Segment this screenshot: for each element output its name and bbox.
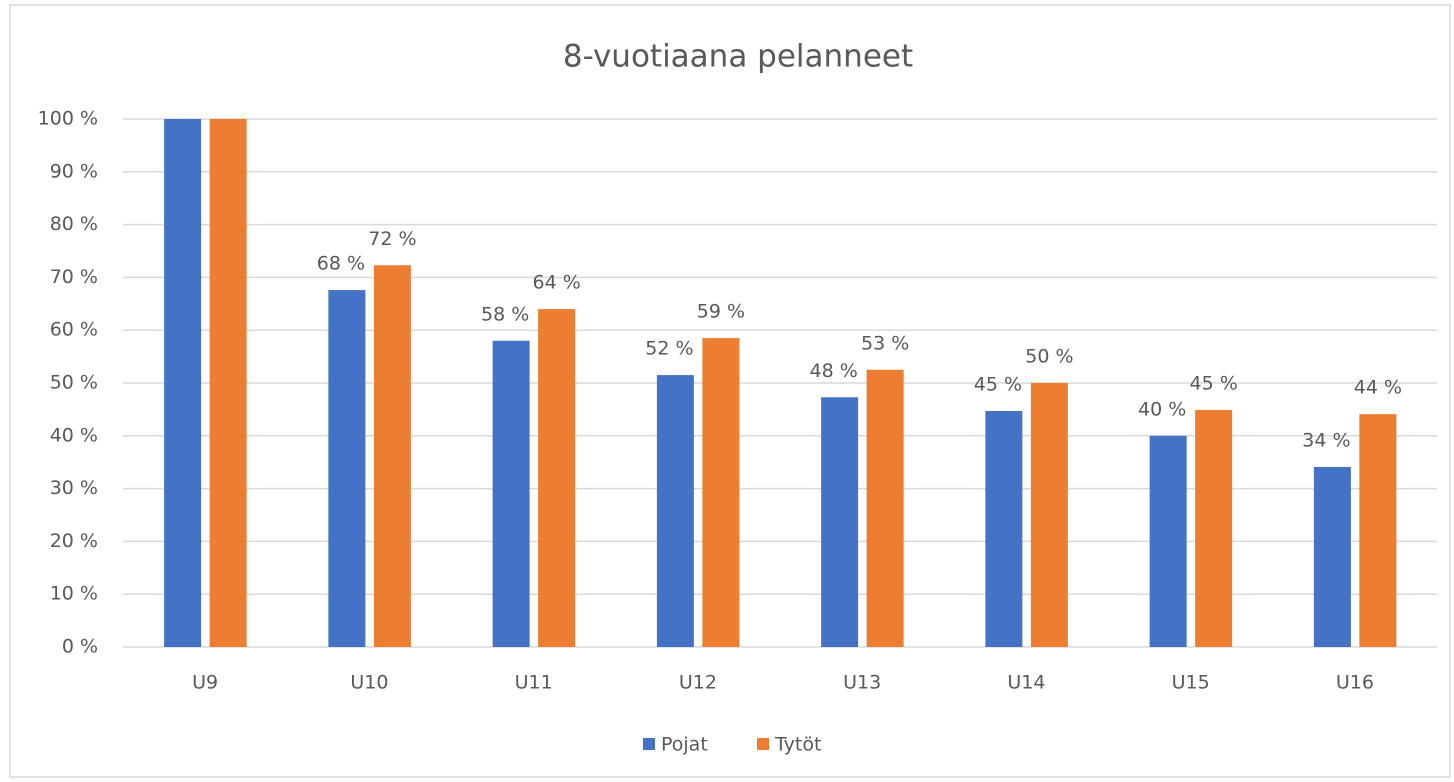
y-tick-label: 90 % (50, 160, 98, 182)
legend-label: Pojat (661, 734, 708, 756)
y-tick-label: 60 % (50, 319, 98, 341)
data-label: 48 % (809, 360, 857, 382)
y-tick-label: 70 % (50, 266, 98, 288)
data-label: 72 % (368, 228, 416, 250)
data-label: 45 % (974, 373, 1022, 395)
legend-swatch (757, 738, 769, 750)
x-tick-label: U12 (679, 672, 717, 694)
bar (373, 265, 411, 647)
legend-label: Tytöt (774, 734, 821, 756)
data-label: 44 % (1354, 377, 1402, 399)
bar (492, 340, 530, 647)
bar (1359, 414, 1397, 647)
data-label: 59 % (697, 301, 745, 323)
y-tick-label: 30 % (50, 477, 98, 499)
bar (1195, 409, 1233, 647)
y-tick-label: 80 % (50, 213, 98, 235)
bar (209, 119, 247, 647)
x-tick-label: U16 (1336, 672, 1374, 694)
bar (656, 375, 694, 647)
bar (866, 369, 904, 647)
x-tick-label: U11 (515, 672, 553, 694)
bar (821, 397, 859, 647)
data-label: 53 % (861, 332, 909, 354)
data-label: 58 % (481, 303, 529, 325)
data-label: 52 % (645, 338, 693, 360)
bar (1313, 466, 1351, 647)
bar (164, 119, 202, 647)
chart-title: 8-vuotiaana pelanneet (563, 39, 913, 75)
x-tick-label: U14 (1007, 672, 1045, 694)
legend-swatch (643, 738, 655, 750)
data-label: 50 % (1025, 346, 1073, 368)
y-tick-label: 100 % (38, 108, 98, 130)
bar (1030, 383, 1068, 647)
bar (328, 290, 366, 647)
y-tick-label: 0 % (62, 636, 98, 658)
bar (702, 338, 740, 647)
bar (1149, 435, 1187, 647)
data-label: 64 % (532, 272, 580, 294)
data-label: 45 % (1189, 372, 1237, 394)
y-tick-label: 50 % (50, 372, 98, 394)
data-label: 40 % (1138, 398, 1186, 420)
data-label: 68 % (317, 253, 365, 275)
data-label: 34 % (1302, 429, 1350, 451)
y-tick-label: 10 % (50, 583, 98, 605)
y-tick-label: 40 % (50, 424, 98, 446)
x-tick-label: U13 (843, 672, 881, 694)
bar (538, 309, 576, 647)
y-tick-label: 20 % (50, 530, 98, 552)
x-tick-label: U9 (192, 672, 218, 694)
bar (985, 410, 1023, 647)
x-tick-label: U10 (350, 672, 388, 694)
x-tick-label: U15 (1172, 672, 1210, 694)
